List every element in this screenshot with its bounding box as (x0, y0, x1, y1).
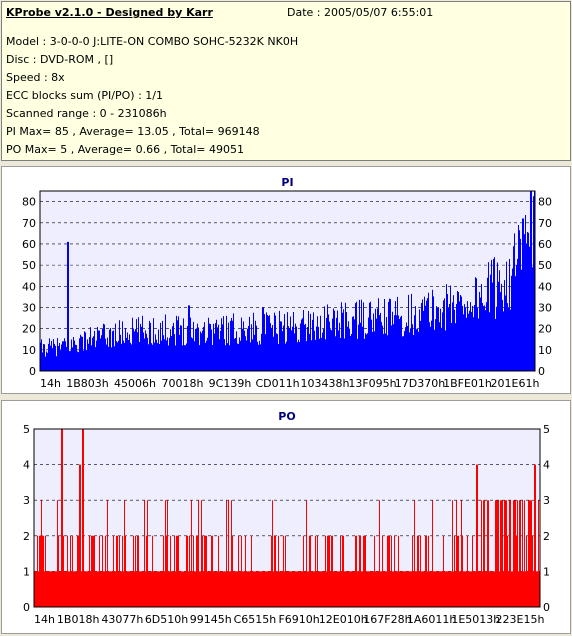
pi-summary-line: PI Max= 85 , Average= 13.05 , Total= 969… (6, 125, 260, 138)
pi-chart: PI 0 0 10 10 20 20 30 30 40 40 50 50 60 60 70 70 80 80 14h 1… (22, 176, 552, 390)
y-tick-right: 70 (538, 217, 552, 230)
y-tick-right: 5 (543, 423, 550, 436)
y-tick-left: 30 (22, 301, 36, 314)
plot-frame (33, 428, 541, 608)
y-tick-left: 70 (22, 217, 36, 230)
x-tick-label: 70018h (162, 377, 204, 390)
po-summary-line: PO Max= 5 , Average= 0.66 , Total= 49051 (6, 143, 244, 156)
y-tick-right: 50 (538, 259, 552, 272)
y-tick-right: 80 (538, 196, 552, 209)
x-tick-label: 1BFE01h (443, 377, 492, 390)
plot-frame (39, 190, 536, 372)
x-tick-label: 14h (40, 377, 61, 390)
x-tick-label: 13F095h (348, 377, 396, 390)
y-tick-left: 2 (23, 530, 30, 543)
x-tick-label: 1E5013h (451, 613, 500, 626)
x-tick-label: 1B803h (66, 377, 109, 390)
y-tick-left: 3 (23, 494, 30, 507)
x-tick-label: CD011h (255, 377, 299, 390)
y-tick-left: 10 (22, 344, 36, 357)
y-tick-right: 1 (543, 565, 550, 578)
x-tick-label: 1B018h (57, 613, 100, 626)
x-tick-label: 167F28h (363, 613, 411, 626)
x-tick-label: 43077h (101, 613, 143, 626)
ecc-line: ECC blocks sum (PI/PO) : 1/1 (6, 89, 163, 102)
y-tick-right: 10 (538, 344, 552, 357)
y-tick-right: 4 (543, 459, 550, 472)
x-tick-label: 17D370h (395, 377, 445, 390)
x-tick-label: 9C139h (209, 377, 252, 390)
y-tick-left: 1 (23, 565, 30, 578)
speed-line: Speed : 8x (6, 71, 65, 84)
info-panel: KProbe v2.1.0 - Designed by Karr Date : … (1, 1, 571, 161)
y-tick-left: 0 (23, 601, 30, 614)
x-tick-label: 99145h (190, 613, 232, 626)
y-tick-right: 20 (538, 323, 552, 336)
y-tick-left: 4 (23, 459, 30, 472)
x-tick-label: 14h (34, 613, 55, 626)
x-tick-label: 12E010h (319, 613, 368, 626)
chart-title: PO (278, 410, 295, 423)
app-title: KProbe v2.1.0 - Designed by Karr (6, 6, 213, 19)
x-tick-label: 103438h (301, 377, 350, 390)
baseline-fill (34, 571, 540, 607)
y-tick-left: 40 (22, 280, 36, 293)
x-tick-label: 223E15h (496, 613, 545, 626)
disc-line: Disc : DVD-ROM , [] (6, 53, 114, 66)
x-tick-label: 6D510h (145, 613, 188, 626)
chart-title: PI (281, 176, 293, 189)
y-tick-right: 0 (543, 601, 550, 614)
x-tick-label: 1A6011h (407, 613, 457, 626)
y-tick-right: 60 (538, 238, 552, 251)
y-tick-left: 50 (22, 259, 36, 272)
po-chart: PO 0 0 1 1 2 2 3 3 4 4 5 5 14h 1B018h 43077h 6D510h 99145… (23, 410, 550, 626)
y-tick-right: 3 (543, 494, 550, 507)
y-tick-left: 0 (29, 365, 36, 378)
y-tick-left: 20 (22, 323, 36, 336)
y-tick-left: 5 (23, 423, 30, 436)
x-tick-label: C6515h (234, 613, 277, 626)
x-tick-label: F6910h (278, 613, 319, 626)
x-tick-label: 45006h (114, 377, 156, 390)
y-tick-right: 30 (538, 301, 552, 314)
y-tick-left: 60 (22, 238, 36, 251)
model-line: Model : 3-0-0-0 J:LITE-ON COMBO SOHC-523… (6, 35, 299, 48)
y-tick-right: 0 (538, 365, 545, 378)
y-tick-left: 80 (22, 196, 36, 209)
scan-date: Date : 2005/05/07 6:55:01 (287, 6, 434, 19)
y-tick-right: 40 (538, 280, 552, 293)
x-tick-label: 201E61h (491, 377, 540, 390)
range-line: Scanned range : 0 - 231086h (6, 107, 167, 120)
po-chart-panel: PO 0 0 1 1 2 2 3 3 4 4 5 5 14h 1B018h 43077h 6D510h 99145… (1, 400, 571, 634)
y-tick-right: 2 (543, 530, 550, 543)
pi-chart-panel: PI 0 0 10 10 20 20 30 30 40 40 50 50 60 60 70 70 80 80 14h 1… (1, 166, 571, 394)
